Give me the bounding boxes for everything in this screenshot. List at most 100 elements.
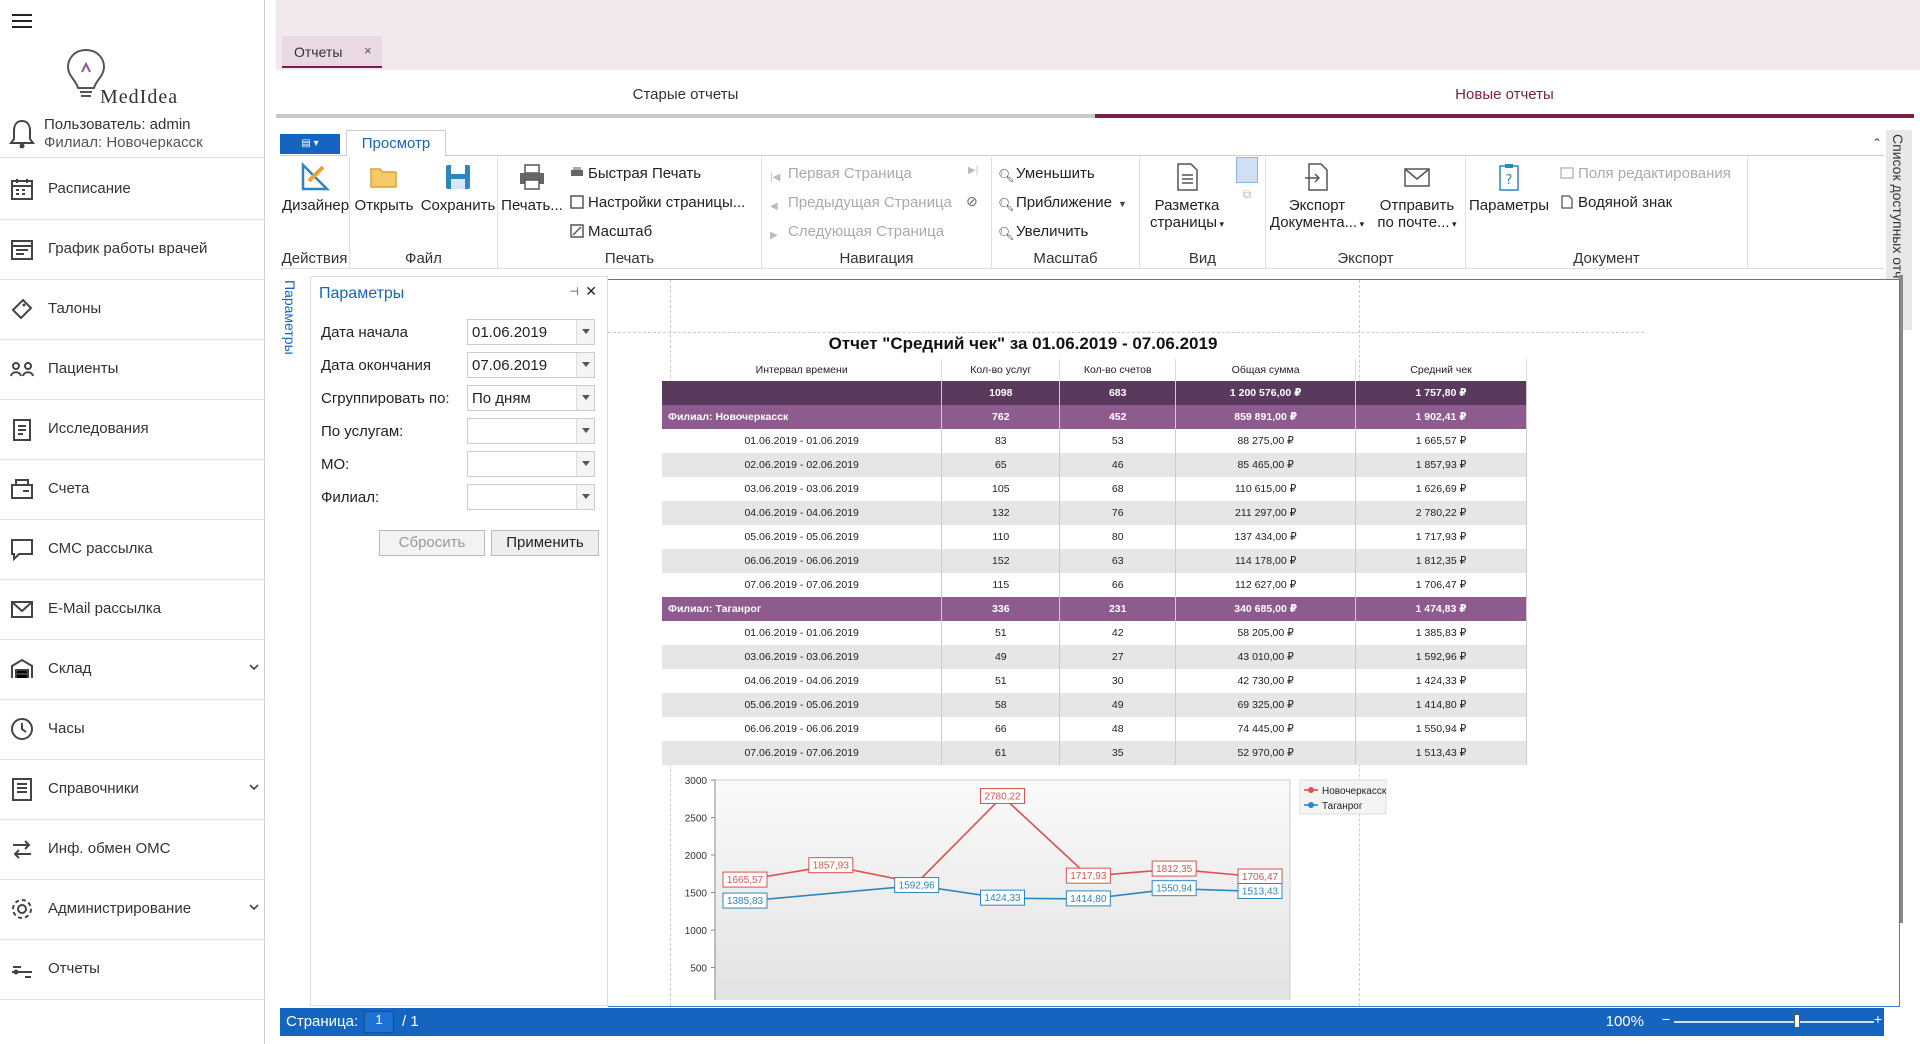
dropdown-arrow-icon[interactable] bbox=[576, 320, 594, 344]
param-row-group-by: Сгруппировать по: По дням bbox=[321, 385, 601, 411]
sidebar-item-email[interactable]: E-Mail рассылка bbox=[0, 580, 265, 640]
vertical-scrollbar[interactable] bbox=[1899, 275, 1903, 923]
sidebar-item-schedule[interactable]: Расписание bbox=[0, 160, 265, 220]
tab-old-reports[interactable]: Старые отчеты bbox=[276, 70, 1095, 118]
sidebar-item-doctors-schedule[interactable]: График работы врачей bbox=[0, 220, 265, 280]
parameters-side-tab[interactable]: Параметры bbox=[282, 280, 302, 380]
save-button[interactable]: Сохранить bbox=[418, 161, 498, 214]
sidebar-item-research[interactable]: Исследования bbox=[0, 400, 265, 460]
prev-page-icon: ◀ bbox=[770, 201, 778, 212]
sidebar-item-clock[interactable]: Часы bbox=[0, 700, 265, 760]
page-number-input[interactable]: 1 bbox=[364, 1011, 394, 1033]
export-document-button[interactable]: Экспорт Документа... ▾ bbox=[1268, 161, 1366, 231]
chevron-down-icon[interactable] bbox=[247, 780, 261, 794]
ribbon-app-menu-button[interactable]: ▤ ▾ bbox=[280, 134, 340, 154]
dropdown-arrow-icon[interactable] bbox=[576, 386, 594, 410]
zoom-plus-icon[interactable]: + bbox=[1873, 1011, 1882, 1027]
column-header: Кол-во услуг bbox=[941, 359, 1061, 381]
sidebar-item-directories[interactable]: Справочники bbox=[0, 760, 265, 820]
watermark-button[interactable]: Водяной знак bbox=[1560, 194, 1672, 216]
sidebar-item-bills[interactable]: Счета bbox=[0, 460, 265, 520]
lightbulb-logo-icon bbox=[66, 48, 106, 97]
chevron-down-icon[interactable] bbox=[247, 900, 261, 914]
quick-print-button[interactable]: Быстрая Печать bbox=[570, 165, 701, 187]
sidebar-item-administration[interactable]: Администрирование bbox=[0, 880, 265, 940]
table-cell: 88 275,00 ₽ bbox=[1175, 429, 1357, 453]
param-field-branch[interactable] bbox=[467, 484, 595, 510]
zoom-in-icon: 🔍︎ bbox=[998, 226, 1015, 241]
dropdown-arrow-icon[interactable] bbox=[576, 452, 594, 476]
close-panel-icon[interactable]: ✕ bbox=[585, 283, 597, 299]
bell-icon[interactable] bbox=[8, 118, 36, 150]
sidebar-item-warehouse[interactable]: Склад bbox=[0, 640, 265, 700]
first-page-button[interactable]: |◀ Первая Страница bbox=[770, 165, 912, 187]
designer-icon bbox=[301, 161, 331, 191]
scale-button[interactable]: Масштаб bbox=[570, 223, 652, 245]
dropdown-arrow-icon[interactable] bbox=[576, 353, 594, 377]
last-page-icon[interactable]: ▶| bbox=[968, 165, 979, 176]
print-button[interactable]: Печать... bbox=[500, 161, 564, 214]
param-value-end-date: 07.06.2019 bbox=[472, 357, 548, 374]
zoom-in-button[interactable]: 🔍︎Увеличить bbox=[998, 223, 1088, 245]
table-row: 05.06.2019 - 05.06.2019 58 49 69 325,00 ₽1 … bbox=[662, 693, 1527, 717]
zoom-minus-icon[interactable]: − bbox=[1661, 1011, 1670, 1027]
zoom-slider-thumb[interactable] bbox=[1794, 1014, 1800, 1028]
data-label: 1550,94 bbox=[1156, 884, 1193, 895]
param-field-group-by[interactable]: По дням bbox=[467, 385, 595, 411]
page-layout-button[interactable]: Разметка страницы ▾ bbox=[1144, 161, 1230, 231]
param-field-end-date[interactable]: 07.06.2019 bbox=[467, 352, 595, 378]
hamburger-menu-icon[interactable] bbox=[12, 14, 32, 30]
param-field-mo[interactable] bbox=[467, 451, 595, 477]
sms-icon bbox=[11, 539, 33, 562]
param-field-services[interactable] bbox=[467, 418, 595, 444]
sidebar-item-patients[interactable]: Пациенты bbox=[0, 340, 265, 400]
parameters-button[interactable]: ? Параметры bbox=[1466, 161, 1552, 214]
prev-page-button[interactable]: ◀ Предыдущая Страница bbox=[770, 194, 952, 216]
goto-page-icon[interactable]: ⊘ bbox=[966, 193, 978, 209]
single-page-view-icon[interactable] bbox=[1236, 157, 1258, 183]
ribbon-collapse-icon[interactable]: ⌃ bbox=[1871, 136, 1882, 150]
designer-button[interactable]: Дизайнер bbox=[282, 161, 349, 214]
sidebar-item-oms-exchange[interactable]: Инф. обмен ОМС bbox=[0, 820, 265, 880]
tab-new-reports[interactable]: Новые отчеты bbox=[1095, 70, 1914, 118]
table-cell: 66 bbox=[1059, 573, 1177, 597]
edit-fields-button[interactable]: Поля редактирования bbox=[1560, 165, 1731, 187]
document-tab-reports[interactable]: Отчеты × bbox=[282, 36, 382, 68]
table-cell: 48 bbox=[1059, 717, 1177, 741]
group-label-file: Файл bbox=[405, 250, 442, 267]
table-cell: 61 bbox=[941, 741, 1061, 765]
calendar-icon bbox=[11, 179, 33, 200]
open-button[interactable]: Открыть bbox=[352, 161, 416, 214]
document-tab-close-icon[interactable]: × bbox=[364, 43, 372, 58]
ribbon-tab-view[interactable]: Просмотр bbox=[346, 130, 446, 157]
ribbon-group-file: Открыть Сохранить Файл bbox=[350, 157, 498, 269]
dropdown-arrow-icon[interactable] bbox=[576, 419, 594, 443]
data-label: 2780,22 bbox=[984, 791, 1021, 802]
param-field-start-date[interactable]: 01.06.2019 bbox=[467, 319, 595, 345]
chevron-down-icon[interactable] bbox=[247, 660, 261, 674]
sidebar-item-tickets[interactable]: Талоны bbox=[0, 280, 265, 340]
table-cell: 110 615,00 ₽ bbox=[1175, 477, 1357, 501]
zoom-out-button[interactable]: 🔍︎Уменьшить bbox=[998, 165, 1095, 187]
apply-button[interactable]: Применить bbox=[491, 530, 599, 556]
table-cell: 2 780,22 ₽ bbox=[1355, 501, 1527, 525]
reset-button[interactable]: Сбросить bbox=[379, 530, 485, 556]
ribbon-group-document: ? Параметры Поля редактирования Водяной … bbox=[1466, 157, 1748, 269]
multi-page-view-icon[interactable]: ⧉ bbox=[1242, 187, 1252, 201]
table-cell: 51 bbox=[941, 621, 1061, 645]
sidebar-item-sms[interactable]: СМС рассылка bbox=[0, 520, 265, 580]
zoom-slider[interactable] bbox=[1674, 1014, 1874, 1028]
legend-label: Новочеркасск bbox=[1322, 786, 1387, 797]
zoom-dropdown-button[interactable]: 🔍︎Приближение ▼ bbox=[998, 194, 1127, 216]
pin-icon[interactable]: ⊣ bbox=[569, 286, 579, 298]
next-page-button[interactable]: ▶ Следующая Страница bbox=[770, 223, 944, 245]
report-title: Отчет "Средний чек" за 01.06.2019 - 07.0… bbox=[828, 334, 1218, 353]
table-cell bbox=[662, 381, 943, 405]
available-reports-tab-label: Список доступных отчетов bbox=[1890, 134, 1906, 308]
next-page-icon: ▶ bbox=[770, 230, 778, 241]
page-setup-button[interactable]: Настройки страницы... bbox=[570, 194, 745, 216]
sidebar-item-reports[interactable]: Отчеты bbox=[0, 940, 265, 1000]
send-email-button[interactable]: Отправить по почте... ▾ bbox=[1370, 161, 1464, 231]
dropdown-arrow-icon[interactable] bbox=[576, 485, 594, 509]
send-label-2-text: по почте... bbox=[1377, 214, 1450, 231]
